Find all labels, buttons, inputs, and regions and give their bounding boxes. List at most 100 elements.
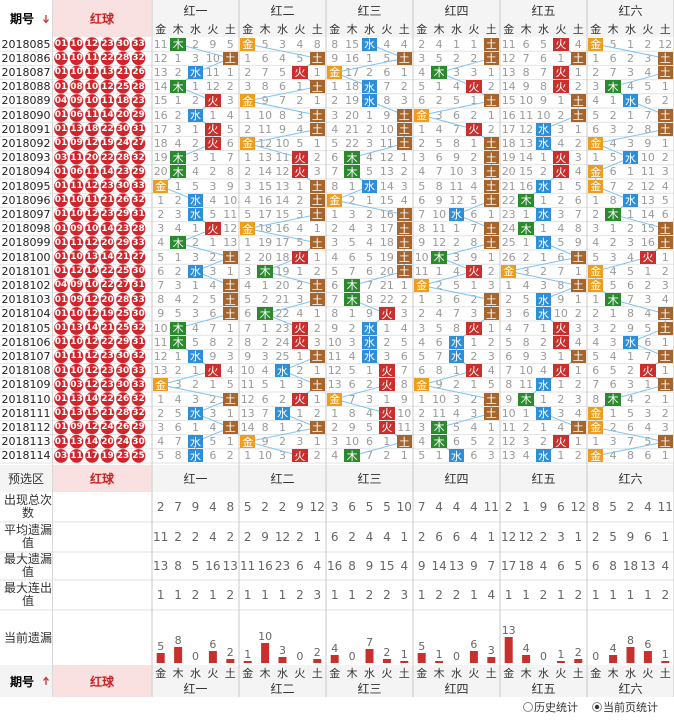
ball [69, 65, 84, 80]
miss-cell: 11 [432, 222, 447, 236]
group-header: 红一 [183, 3, 208, 18]
ball-number: 31 [132, 209, 145, 220]
miss-cell: 4 [626, 250, 634, 264]
miss-cell: 13 [240, 406, 255, 420]
miss-cell: 5 [470, 193, 478, 207]
hit-cell: 火 [466, 264, 482, 278]
miss-cell: 1 [574, 264, 582, 278]
miss-cell: 3 [644, 293, 652, 307]
ball-number: 03 [54, 152, 68, 163]
miss-cell: 1 [557, 378, 565, 392]
miss-cell: 2 [365, 65, 373, 79]
miss-cell: 10 [501, 406, 516, 420]
miss-cell: 1 [365, 193, 373, 207]
hit-cell: 水 [187, 207, 204, 222]
miss-cell: 1 [661, 80, 669, 94]
miss-cell: 11 [275, 151, 290, 165]
miss-cell: 4 [557, 136, 565, 150]
miss-cell: 20 [345, 108, 360, 122]
miss-cell: 7 [505, 364, 513, 378]
preselect-label: 预选区 [7, 472, 44, 486]
miss-cell: 6 [644, 94, 652, 108]
hit-cell: 土 [222, 420, 238, 435]
legend-option[interactable]: 当前页统计 [603, 701, 658, 714]
hit-cell: 木 [170, 80, 186, 94]
hit-cell: 水 [187, 108, 204, 122]
miss-cell: 4 [661, 179, 669, 193]
ball [131, 335, 146, 350]
miss-bar-label: 1 [661, 648, 669, 660]
miss-cell: 8 [609, 193, 617, 207]
miss-cell: 5 [331, 136, 339, 150]
miss-cell: 8 [435, 364, 443, 378]
miss-cell: 1 [383, 435, 391, 449]
hit-cell: 火 [553, 80, 569, 94]
ball-number: 12 [85, 351, 99, 362]
miss-cell: 2 [452, 51, 460, 65]
miss-cell: 9 [522, 349, 530, 363]
hit-cell: 水 [274, 364, 291, 378]
miss-cell: 4 [296, 37, 304, 51]
ball-number: 10 [70, 39, 83, 50]
hit-cell: 水 [187, 264, 204, 278]
ball-number: 01 [54, 308, 68, 319]
miss-cell: 13 [153, 65, 168, 79]
hit-cell: 木 [170, 321, 186, 335]
hit-cell: 金 [414, 108, 430, 122]
miss-cell: 5 [452, 420, 460, 434]
stat-value: 6 [435, 530, 443, 544]
ball-number: 12 [85, 308, 99, 319]
miss-cell: 16 [258, 193, 273, 207]
hit-cell: 木 [257, 264, 273, 278]
element-header: 火 [642, 666, 654, 680]
miss-cell: 13 [640, 193, 655, 207]
miss-cell: 3 [418, 151, 426, 165]
ball [69, 392, 84, 406]
miss-cell: 11 [223, 207, 238, 221]
miss-cell: 14 [519, 151, 534, 165]
ball [100, 378, 115, 392]
miss-cell: 1 [191, 278, 199, 292]
element-header: 水 [624, 666, 636, 680]
miss-cell: 4 [418, 335, 426, 349]
miss-cell: 1 [313, 364, 321, 378]
miss-cell: 1 [609, 222, 617, 236]
miss-cell: 1 [296, 264, 304, 278]
stat-value: 1 [626, 588, 635, 602]
miss-cell: 1 [522, 236, 530, 250]
miss-cell: 1 [313, 250, 321, 264]
ball [100, 335, 115, 350]
legend-option[interactable]: 历史统计 [534, 701, 578, 714]
miss-cell: 16 [519, 179, 534, 193]
miss-cell: 1 [470, 278, 478, 292]
hit-cell: 水 [187, 349, 204, 364]
miss-cell: 7 [452, 307, 460, 321]
stat-label: 出现总次数 [3, 493, 52, 520]
miss-cell: 10 [640, 151, 655, 165]
miss-cell: 1 [487, 250, 495, 264]
ball-number: 01 [54, 195, 68, 206]
miss-cell: 8 [244, 335, 252, 349]
ball-number: 14 [85, 323, 99, 334]
miss-cell: 2 [644, 37, 652, 51]
period: 2018103 [1, 293, 51, 307]
stat-value: 7 [487, 559, 496, 573]
miss-cell: 2 [452, 236, 460, 250]
miss-cell: 1 [191, 80, 199, 94]
footer-period: 期号 [9, 674, 34, 689]
miss-cell: 5 [592, 349, 600, 363]
ball-number: 19 [101, 450, 114, 461]
miss-cell: 12 [449, 193, 464, 207]
stat-value: 4 [435, 500, 443, 514]
hit-cell: 金 [240, 37, 256, 51]
miss-cell: 5 [244, 293, 252, 307]
hit-cell: 水 [535, 136, 552, 151]
miss-cell: 9 [418, 236, 426, 250]
ball [100, 307, 115, 321]
stat-value: 8 [591, 500, 600, 514]
miss-cell: 3 [452, 65, 460, 79]
stat-value: 1 [557, 588, 565, 602]
stat-value: 1 [661, 530, 670, 544]
ball [54, 434, 68, 449]
hit-cell: 木 [518, 392, 534, 406]
